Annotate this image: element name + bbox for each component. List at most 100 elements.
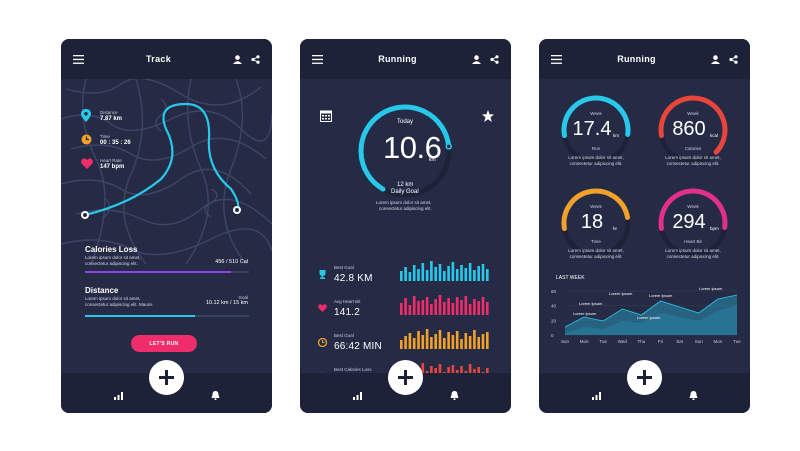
gauge-name: Run <box>591 146 601 151</box>
mini-bar <box>481 334 485 349</box>
mini-bar <box>460 339 463 349</box>
mini-bar <box>417 331 420 349</box>
stat-row-value: 66:42 MIN <box>334 341 382 352</box>
mini-bar <box>447 266 450 281</box>
mini-bar-chart <box>400 295 489 315</box>
heart-rate-key: Heart Rate <box>100 158 122 163</box>
clock-icon <box>81 134 92 145</box>
mini-bar <box>425 297 429 315</box>
gauge-period: Week <box>590 111 602 116</box>
share-icon[interactable] <box>729 54 738 64</box>
plus-icon <box>398 370 413 385</box>
mini-bar <box>408 305 412 315</box>
mini-bar <box>451 335 455 349</box>
mini-bar <box>486 332 489 349</box>
mini-bar <box>430 304 433 315</box>
daily-goal-gauge <box>358 104 453 198</box>
x-tick-label: Tue <box>733 339 741 344</box>
stat-row-value: 42.8 KM <box>334 273 373 284</box>
y-tick-label: 60 <box>551 289 557 294</box>
stats-icon[interactable] <box>592 392 601 400</box>
bell-icon[interactable] <box>211 391 220 400</box>
stats-icon[interactable] <box>353 392 362 400</box>
calendar-icon[interactable] <box>320 110 332 122</box>
mini-bar <box>455 269 459 281</box>
mini-bar <box>477 337 480 349</box>
gauge-value: 17.4 <box>572 118 612 140</box>
mini-bar <box>468 336 472 349</box>
gauge-desc-line1: Lorem ipsum dolor sit amet, <box>665 155 721 160</box>
mini-bar-chart <box>400 329 489 349</box>
mini-bar <box>421 300 425 315</box>
weekly-line-chart: 60 40 20 0 Sun Mon Tue Wed Thu Fri Sat Sun Mon Tue Lor… <box>551 287 741 344</box>
gauge-value: 18 <box>580 211 604 233</box>
gauge-value: 860 <box>672 118 706 140</box>
clock-icon <box>318 338 327 347</box>
add-button[interactable] <box>627 360 662 395</box>
mini-bar <box>443 271 446 281</box>
mini-bar <box>473 330 476 349</box>
mini-bar <box>412 338 416 349</box>
gauge-unit: kcal <box>710 133 719 138</box>
menu-icon[interactable] <box>551 54 562 64</box>
mini-bar <box>434 334 437 349</box>
add-button[interactable] <box>388 360 423 395</box>
calories-progress <box>85 271 249 273</box>
page-title: Running <box>378 54 417 64</box>
lets-run-button[interactable]: LET'S RUN <box>131 335 197 352</box>
x-tick-label: Wed <box>618 339 628 344</box>
area-series-front <box>565 295 737 335</box>
weekly-gauge: Week 860 kcal Calories Lorem ipsum dolor sit… <box>653 94 733 174</box>
page-title: Running <box>617 54 656 64</box>
mini-bar <box>486 302 489 315</box>
gauge-unit: km <box>429 157 436 163</box>
gauge-desc-line1: Lorem ipsum dolor sit amet, <box>376 200 432 205</box>
mini-bar <box>417 269 420 281</box>
mini-bar <box>434 267 437 281</box>
add-button[interactable] <box>149 360 184 395</box>
star-icon[interactable] <box>482 110 494 122</box>
goal-value: 12 km <box>397 182 414 188</box>
mini-bar <box>408 272 412 281</box>
mini-bar <box>430 337 433 349</box>
mini-bar <box>477 301 480 315</box>
plus-icon <box>159 370 174 385</box>
app-header: Running <box>539 39 750 79</box>
distance-desc-line1: Lorem ipsum dolor sit amet, <box>85 296 141 301</box>
gauge-name: Time <box>591 239 601 244</box>
gauge-period: Week <box>687 204 699 209</box>
x-tick-label: Fri <box>658 339 663 344</box>
gauge-name: Heart Bit <box>684 239 702 244</box>
chart-annotation: Lorem Ipsum <box>649 293 673 298</box>
stat-row: Best Goal 66:42 MIN <box>318 329 498 359</box>
mini-bar <box>404 298 407 315</box>
mini-bar <box>400 271 403 281</box>
distance-title: Distance <box>85 286 119 295</box>
chart-annotation: Lorem Ipsum <box>573 311 597 316</box>
app-header: Running <box>300 39 511 79</box>
user-icon[interactable] <box>711 54 720 64</box>
share-icon[interactable] <box>251 54 260 64</box>
mini-bar <box>430 261 433 281</box>
user-icon[interactable] <box>472 54 481 64</box>
gauge-period: Week <box>687 111 699 116</box>
user-icon[interactable] <box>233 54 242 64</box>
mini-bar <box>455 297 459 315</box>
goal-label: Daily Goal <box>391 189 419 195</box>
bell-icon[interactable] <box>689 391 698 400</box>
running-screen: Running Today 10.6 km 12 km Daily Goal L… <box>300 39 511 413</box>
gauge-desc-line1: Lorem ipsum dolor sit amet, <box>568 155 624 160</box>
menu-icon[interactable] <box>73 54 84 64</box>
mini-bar <box>460 265 463 281</box>
bell-icon[interactable] <box>450 391 459 400</box>
share-icon[interactable] <box>490 54 499 64</box>
stats-icon[interactable] <box>114 392 123 400</box>
x-tick-label: Sun <box>695 339 704 344</box>
calories-title: Calories Loss <box>85 245 138 254</box>
gauge-label: Today <box>397 119 414 125</box>
menu-icon[interactable] <box>312 54 323 64</box>
gauge-ring <box>561 95 631 165</box>
mini-bar <box>447 332 450 349</box>
route-map[interactable] <box>61 77 272 265</box>
distance-key: Distance <box>100 110 118 115</box>
